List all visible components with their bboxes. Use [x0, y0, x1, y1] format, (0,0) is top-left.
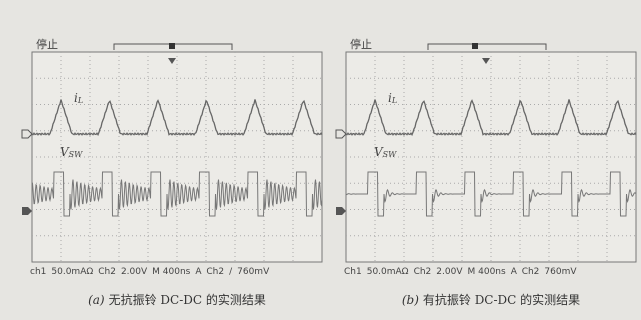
vsw-label-sub: SW	[383, 150, 397, 159]
readout-item: A	[511, 267, 518, 277]
caption: (b) 有抗振铃 DC-DC 的实测结果	[402, 292, 580, 307]
il-label-sub: L	[77, 96, 83, 105]
status: 停止	[350, 37, 372, 51]
readout-item: 2.00V	[121, 267, 148, 277]
vsw-label-sub: SW	[69, 150, 83, 159]
caption: (a) 无抗振铃 DC-DC 的实测结果	[88, 292, 266, 307]
readout-item: Ch2	[206, 267, 224, 277]
figure: 停止iLVSWch150.0mAΩCh22.00VM 400nsACh2/760…	[0, 0, 641, 320]
readout-item: ch1	[30, 267, 46, 277]
readout-item: Ch2	[414, 267, 432, 277]
il-label-sub: L	[391, 96, 397, 105]
readout-item: Ch2	[98, 267, 116, 277]
status: 停止	[36, 37, 58, 51]
caption-text: 无抗振铃 DC-DC 的实测结果	[109, 292, 266, 307]
view-marker	[472, 43, 478, 49]
readout-item: M 400ns	[467, 267, 506, 277]
readout-item: A	[195, 267, 202, 277]
readout-item: 50.0mAΩ	[51, 267, 93, 277]
view-marker	[169, 43, 175, 49]
readout-item: 760mV	[237, 267, 270, 277]
readout-item: M 400ns	[152, 267, 191, 277]
caption-tag: (a)	[88, 293, 105, 307]
readout-item: Ch2	[522, 267, 540, 277]
caption-tag: (b)	[402, 293, 419, 307]
readout-item: 50.0mAΩ	[367, 267, 409, 277]
readout-item: Ch1	[344, 267, 362, 277]
readout-item: 2.00V	[436, 267, 463, 277]
caption-text: 有抗振铃 DC-DC 的实测结果	[423, 292, 580, 307]
readout-item: 760mV	[544, 267, 577, 277]
